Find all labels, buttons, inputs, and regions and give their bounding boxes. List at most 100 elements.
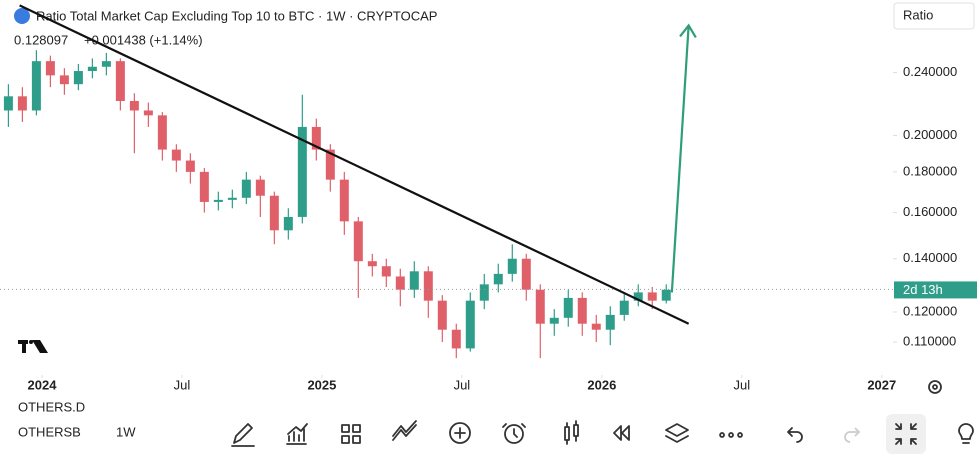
plot-area: 0.240000 0.200000 0.180000 0.160000 0.140000… [0,4,957,392]
chart-title: Ratio Total Market Cap Excluding Top 10 … [36,8,437,23]
candle-body [325,149,335,180]
candle-body [535,289,545,324]
candle-body [157,115,167,150]
alert-icon[interactable] [504,424,524,444]
candle-body [115,61,125,101]
candle-body [59,75,69,85]
candle-body [549,317,559,324]
candle-body [73,71,83,85]
candle-body [45,61,55,76]
candle-body [213,199,223,202]
draw-icon[interactable] [231,423,255,447]
candle-body [31,61,41,111]
candle-body [171,149,181,161]
trend-line [19,4,690,325]
y-tick-label: 0.240000 [903,64,957,79]
candle-body [451,329,461,349]
candle-body [367,261,377,267]
candle-body [619,300,629,315]
candle-body [577,297,587,324]
y-tick-label: 0.200000 [903,127,957,142]
y-tick-label: 0.140000 [903,250,957,265]
candle-body [521,258,531,290]
candle-body [423,271,433,301]
redo-icon[interactable] [844,427,861,443]
candle-body [507,258,517,274]
candle-body [143,110,153,116]
candle-body [633,292,643,301]
compare-icon[interactable] [392,420,417,441]
x-tick-label: 2025 [307,377,336,392]
y-tick-label: 0.110000 [903,334,956,349]
candle-body [241,179,251,198]
scale-mode-button[interactable] [893,2,975,30]
last-price: 0.128097 [14,32,68,47]
fullscreen-icon [895,423,917,445]
fullscreen-button[interactable] [886,414,926,454]
candle-body [297,126,307,217]
symbol[interactable]: OTHERSB [18,424,81,439]
x-tick-label: 2026 [587,377,616,392]
candle-body [591,323,601,330]
y-tick-label: 0.160000 [903,204,957,219]
candle-body [563,297,573,318]
candle-body [269,195,279,231]
candle-body [381,266,391,277]
candle-body [647,292,657,301]
candle-body [17,96,27,111]
candle-body [661,289,671,301]
candle-body [605,314,615,330]
candle-body [283,216,293,231]
y-tick-label: 0.120000 [903,303,957,318]
candle-body [227,197,237,200]
countdown: 2d 13h [903,282,943,297]
candle-body [185,160,195,172]
settings-icon-center [932,384,938,390]
tv-logo [18,340,48,353]
candles-icon[interactable] [564,420,579,445]
more-icon[interactable] [719,432,743,438]
candle-body [311,126,321,150]
candle-body [101,61,111,67]
candle-body [129,100,139,111]
scale-label[interactable]: Ratio [903,7,933,22]
symbol-logo [14,8,30,24]
other-symbol[interactable]: OTHERS.D [18,399,85,414]
y-tick-label: 0.180000 [903,163,957,178]
arrow-head [679,23,697,39]
candle-body [493,273,503,285]
x-tick-label: Jul [174,377,191,392]
interval[interactable]: 1W [116,424,136,439]
x-tick-label: 2027 [867,377,896,392]
indicators-icon[interactable] [286,423,308,445]
candle-body [465,300,475,349]
candle-body [479,284,489,301]
candle-body [353,221,363,262]
layers-icon[interactable] [665,423,689,443]
toolbar-icons [231,414,974,454]
candle-body [339,179,349,222]
x-tick-label: Jul [454,377,471,392]
countdown-box [894,281,977,299]
arrow [670,25,690,293]
add-icon[interactable] [449,422,471,444]
x-tick-label: Jul [734,377,751,392]
candle-body [255,179,265,196]
candle-body [437,300,447,330]
x-tick-label: 2024 [28,377,58,392]
candle-body [87,66,97,72]
candle-body [409,271,419,290]
ideas-icon[interactable] [958,423,974,444]
candle-body [3,96,13,111]
replay-icon[interactable] [613,425,630,441]
price-change: +0.001438 (+1.14%) [84,32,203,47]
undo-icon[interactable] [787,427,803,443]
toolbar [0,398,978,459]
alert-icon-hands [502,423,526,438]
candle-body [395,276,405,290]
candle-body [199,171,209,202]
settings-icon[interactable] [928,380,942,394]
layout-icon[interactable] [341,424,361,444]
add-icon-plus [454,427,466,439]
